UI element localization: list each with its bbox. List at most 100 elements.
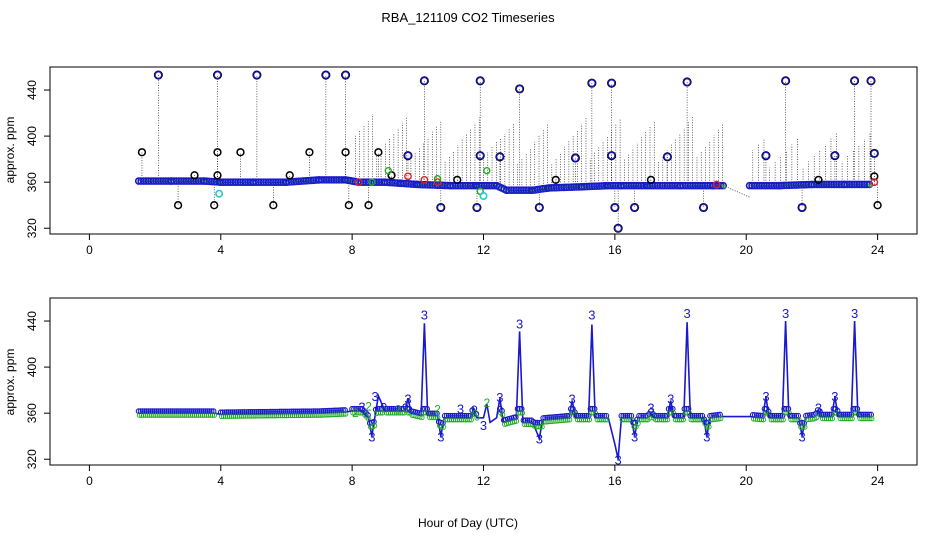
top-spike-ring xyxy=(515,84,525,94)
bottom-x-tick-label: 12 xyxy=(477,474,491,488)
top-spike-ring xyxy=(850,76,860,86)
bottom-ribbon-point xyxy=(225,409,232,416)
bottom-ribbon-point xyxy=(341,407,348,413)
top-spike-point xyxy=(630,203,639,212)
top-spike-ring xyxy=(587,78,597,88)
top-baseline-point xyxy=(625,181,633,190)
top-flag-point xyxy=(404,172,412,181)
bottom-ribbon-point xyxy=(243,409,250,415)
top-baseline-point xyxy=(570,183,578,191)
top-baseline-point xyxy=(627,181,636,190)
bottom-ribbon-point xyxy=(141,408,148,415)
bottom-ribbon-point xyxy=(431,410,438,417)
top-spike-ring xyxy=(419,76,429,86)
bottom-ribbon-point xyxy=(691,412,698,419)
bottom-ribbon-point xyxy=(687,412,694,419)
top-baseline-point xyxy=(810,180,819,189)
bottom-ribbon-point xyxy=(314,408,321,415)
top-baseline-point xyxy=(254,178,263,186)
bottom-ribbon-qc2 xyxy=(686,410,692,416)
top-baseline-point xyxy=(653,181,662,190)
top-green-point xyxy=(433,175,442,183)
top-spike-point xyxy=(236,148,245,157)
top-gap-connector xyxy=(723,185,750,198)
top-spike-point xyxy=(341,148,350,157)
top-baseline-point xyxy=(149,177,158,185)
bottom-ribbon-point xyxy=(683,405,690,412)
bottom-ribbon-point xyxy=(271,408,277,415)
top-points xyxy=(134,70,882,233)
top-baseline-point xyxy=(840,180,849,189)
top-spike-ring xyxy=(153,70,163,80)
bottom-qc3-label: 3 xyxy=(368,429,375,444)
top-spike-point xyxy=(607,78,616,88)
top-baseline-point xyxy=(745,181,754,190)
top-baseline-point xyxy=(317,176,326,184)
bottom-ribbon-qc2 xyxy=(211,412,217,418)
top-baseline-point xyxy=(679,181,687,190)
top-baseline-point xyxy=(269,178,278,186)
bottom-ribbon-point xyxy=(779,412,786,419)
bottom-qc3-label: 3 xyxy=(536,432,543,447)
top-spike-point xyxy=(190,171,199,180)
top-spike-point xyxy=(137,148,147,157)
top-baseline-point xyxy=(782,181,791,190)
bottom-ribbon-point xyxy=(208,408,215,415)
bottom-ribbon-qc2 xyxy=(680,417,686,423)
top-x-tick-label: 24 xyxy=(871,243,885,257)
top-baseline-point xyxy=(157,177,165,185)
bottom-ribbon-point xyxy=(202,408,209,415)
bottom-qc2-label: 2 xyxy=(395,403,402,417)
bottom-x-tick-label: 16 xyxy=(608,474,622,488)
bottom-ribbon-point xyxy=(282,408,289,415)
top-baseline-point xyxy=(693,181,702,190)
top-baseline-point xyxy=(777,181,786,190)
top-baseline-point xyxy=(620,181,628,190)
top-spike-point xyxy=(213,171,222,180)
top-baseline-point xyxy=(236,178,245,186)
top-baseline-point xyxy=(187,177,196,185)
top-flag-point xyxy=(712,180,721,189)
bottom-qc3-label: 3 xyxy=(631,429,638,444)
bottom-ribbon-point xyxy=(445,412,452,419)
bottom-ribbon-point xyxy=(677,412,684,419)
top-baseline-point xyxy=(159,177,168,185)
bottom-ribbon-point xyxy=(522,417,529,424)
bottom-ribbon-point xyxy=(856,411,863,418)
top-baseline-point xyxy=(822,180,831,189)
bottom-ribbon-point xyxy=(659,412,666,419)
bottom-x-tick-label: 4 xyxy=(217,474,224,488)
top-baseline-point xyxy=(684,181,692,190)
bottom-ribbon-point xyxy=(179,408,185,415)
top-spike-ring xyxy=(781,76,791,86)
top-baseline-point xyxy=(666,181,674,190)
top-spike-ring xyxy=(866,76,876,86)
top-baseline-point xyxy=(799,180,808,189)
top-y-tick-label: 360 xyxy=(25,172,39,192)
bottom-ribbon-point xyxy=(498,407,505,414)
top-spike-point xyxy=(472,203,482,212)
bottom-ribbon-qc2 xyxy=(567,417,573,423)
bottom-ribbon-point xyxy=(544,414,551,421)
bottom-ribbon-point xyxy=(374,405,381,412)
top-baseline-point xyxy=(858,180,866,189)
bottom-ribbon-point xyxy=(449,412,456,419)
top-spike-point xyxy=(515,84,524,94)
bottom-ribbon-qc2 xyxy=(519,410,526,416)
bottom-ribbon-point xyxy=(842,411,849,418)
bottom-ribbon-point xyxy=(838,411,845,418)
bottom-ribbon-point xyxy=(453,412,460,419)
top-baseline-point xyxy=(461,181,470,190)
bottom-ribbon-point xyxy=(518,405,525,412)
bottom-qc3-label: 3 xyxy=(683,306,690,321)
bottom-ribbon-point xyxy=(852,405,859,412)
bottom-ribbon-point xyxy=(306,408,313,415)
bottom-ribbon-point xyxy=(840,411,847,418)
bottom-ribbon-point xyxy=(143,408,150,415)
top-spike-point xyxy=(814,175,823,185)
top-baseline-point xyxy=(860,180,869,189)
bottom-ribbon-point xyxy=(824,411,831,418)
bottom-ribbon-point xyxy=(473,410,480,417)
bottom-ribbon-point xyxy=(227,409,234,416)
